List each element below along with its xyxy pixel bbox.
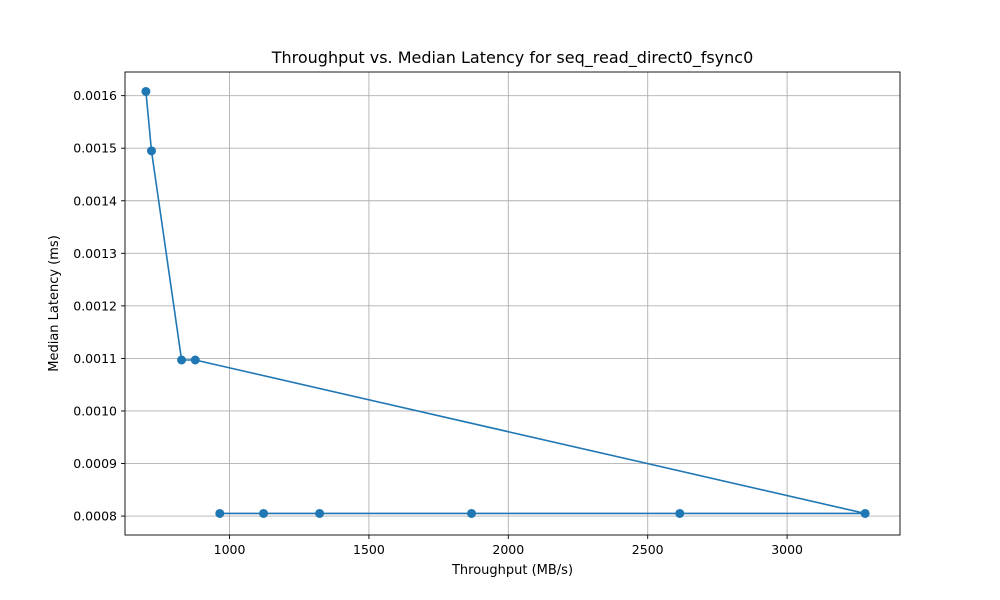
data-point	[259, 508, 269, 518]
series-line	[145, 91, 866, 515]
chart-title: Throughput vs. Median Latency for seq_re…	[271, 48, 754, 68]
x-tick-label: 2000	[492, 542, 524, 557]
data-point	[675, 508, 685, 518]
y-tick-label: 0.0012	[73, 298, 117, 313]
x-tick-label: 1500	[353, 542, 385, 557]
data-point	[146, 146, 156, 156]
y-axis-label: Median Latency (ms)	[47, 235, 62, 372]
data-point	[190, 355, 200, 365]
y-tick-label: 0.0014	[73, 193, 117, 208]
x-tick-label: 3000	[771, 542, 803, 557]
data-point	[141, 86, 151, 96]
y-tick-label: 0.0008	[73, 509, 117, 524]
ticks: 1000 1500 2000 2500 3000 0.0008 0.0009 0.0010 0.…	[73, 88, 803, 557]
axes-frame	[124, 71, 901, 536]
grid	[125, 72, 900, 535]
y-tick-label: 0.0010	[73, 403, 117, 418]
y-tick-label: 0.0009	[73, 456, 117, 471]
x-tick-label: 2500	[632, 542, 664, 557]
data-point	[860, 508, 870, 518]
y-tick-label: 0.0015	[73, 141, 117, 156]
y-tick-label: 0.0011	[73, 351, 117, 366]
data-point	[177, 355, 187, 365]
data-point	[467, 508, 477, 518]
data-point	[315, 508, 325, 518]
data-point	[215, 508, 225, 518]
series-layer	[141, 86, 870, 518]
y-tick-label: 0.0013	[73, 246, 117, 261]
y-tick-label: 0.0016	[73, 88, 117, 103]
x-axis-label: Throughput (MB/s)	[451, 563, 573, 578]
x-tick-label: 1000	[214, 542, 246, 557]
plot-area	[125, 72, 900, 535]
